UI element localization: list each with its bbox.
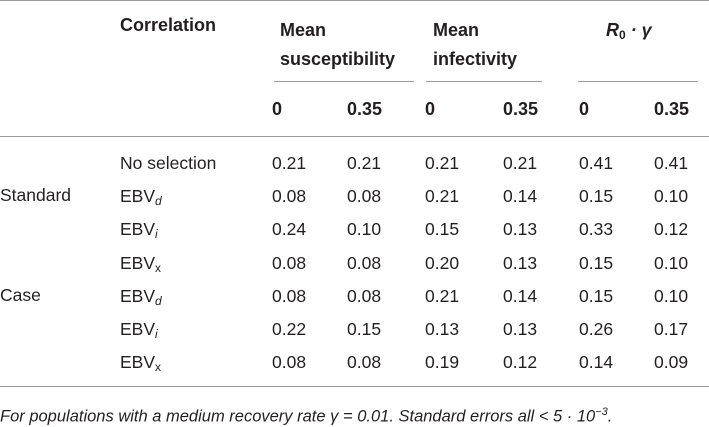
cell-infectivity-0: 0.21	[425, 186, 460, 206]
cell-r0-0: 0.33	[579, 219, 614, 239]
header-mean-infectivity-line2: infectivity	[433, 49, 518, 69]
rule-mean-susceptibility	[274, 81, 414, 82]
row-label-subscript: i	[155, 227, 158, 241]
cell-r0-035: 0.09	[654, 352, 689, 372]
cell-susceptibility-0: 0.08	[272, 253, 307, 273]
cell-r0-0: 0.15	[579, 253, 614, 273]
cell-r0-035: 0.10	[654, 186, 689, 206]
cell-r0-0: 0.15	[579, 286, 614, 306]
row-label-subscript: d	[155, 194, 162, 208]
rule-mean-infectivity	[426, 81, 542, 82]
header-r0-gamma: R0 · γ	[606, 19, 652, 41]
header-bottom-rule	[0, 136, 709, 137]
header-gamma: · γ	[625, 20, 652, 40]
group-label-standard: Standard	[0, 185, 72, 205]
cell-susceptibility-0: 0.08	[272, 352, 307, 372]
row-label: EBVi	[120, 218, 158, 240]
table-footnote: For populations with a medium recovery r…	[0, 402, 612, 427]
table-bottom-rule	[0, 386, 709, 387]
cell-infectivity-035: 0.13	[503, 219, 538, 239]
table-top-rule	[0, 0, 709, 1]
cell-r0-035: 0.10	[654, 286, 689, 306]
cell-susceptibility-0: 0.24	[272, 219, 307, 239]
cell-r0-035: 0.10	[654, 253, 689, 273]
footnote-end: .	[607, 407, 613, 426]
cell-infectivity-0: 0.13	[425, 319, 460, 339]
cell-infectivity-035: 0.12	[503, 352, 538, 372]
row-label-subscript: x	[155, 261, 162, 275]
cell-infectivity-035: 0.14	[503, 286, 538, 306]
cell-r0-0: 0.14	[579, 352, 614, 372]
footnote-text: For populations with a medium recovery r…	[0, 407, 596, 426]
cell-r0-035: 0.17	[654, 319, 689, 339]
cell-susceptibility-0: 0.22	[272, 319, 307, 339]
row-label-base: EBV	[120, 352, 156, 372]
subheader-infectivity-035: 0.35	[503, 99, 539, 119]
cell-susceptibility-035: 0.08	[347, 286, 382, 306]
header-mean-susceptibility-line1: Mean	[280, 20, 327, 40]
row-label: No selection	[120, 152, 216, 174]
cell-infectivity-0: 0.19	[425, 352, 460, 372]
subheader-susceptibility-0: 0	[272, 99, 283, 119]
row-label-subscript: d	[155, 294, 162, 308]
row-label-base: EBV	[120, 219, 156, 239]
cell-infectivity-0: 0.21	[425, 286, 460, 306]
cell-infectivity-0: 0.20	[425, 253, 460, 273]
cell-susceptibility-0: 0.08	[272, 286, 307, 306]
row-label: EBVx	[120, 351, 161, 373]
row-label-subscript: x	[155, 360, 162, 374]
cell-susceptibility-035: 0.08	[347, 253, 382, 273]
cell-susceptibility-035: 0.15	[347, 319, 382, 339]
cell-r0-0: 0.26	[579, 319, 614, 339]
row-label-base: EBV	[120, 286, 156, 306]
cell-r0-0: 0.41	[579, 153, 614, 173]
cell-r0-035: 0.12	[654, 219, 689, 239]
cell-susceptibility-035: 0.08	[347, 186, 382, 206]
row-label-subscript: i	[155, 327, 158, 341]
cell-infectivity-035: 0.21	[503, 153, 538, 173]
row-label: EBVd	[120, 185, 162, 207]
cell-infectivity-0: 0.21	[425, 153, 460, 173]
header-mean-infectivity-line1: Mean	[433, 20, 480, 40]
header-mean-susceptibility-line2: susceptibility	[280, 49, 396, 69]
row-label-base: EBV	[120, 319, 156, 339]
cell-infectivity-035: 0.14	[503, 186, 538, 206]
row-label-base: EBV	[120, 186, 156, 206]
row-label: EBVi	[120, 318, 158, 340]
row-label: EBVd	[120, 285, 162, 307]
row-label-base: EBV	[120, 253, 156, 273]
cell-susceptibility-035: 0.08	[347, 352, 382, 372]
cell-infectivity-035: 0.13	[503, 319, 538, 339]
footnote-exponent: −3	[595, 406, 608, 418]
cell-infectivity-035: 0.13	[503, 253, 538, 273]
subheader-infectivity-0: 0	[425, 99, 436, 119]
row-label: EBVx	[120, 252, 161, 274]
subheader-susceptibility-035: 0.35	[347, 99, 383, 119]
cell-infectivity-0: 0.15	[425, 219, 460, 239]
cell-r0-035: 0.41	[654, 153, 689, 173]
cell-susceptibility-0: 0.21	[272, 153, 307, 173]
row-label-base: No selection	[120, 153, 217, 173]
header-r0-letter: R	[606, 20, 619, 40]
cell-susceptibility-035: 0.10	[347, 219, 382, 239]
subheader-r0-035: 0.35	[654, 99, 690, 119]
rule-r0-gamma	[578, 81, 698, 82]
header-r0-subscript: 0	[619, 28, 626, 42]
subheader-r0-0: 0	[579, 99, 590, 119]
cell-r0-0: 0.15	[579, 186, 614, 206]
cell-susceptibility-035: 0.21	[347, 153, 382, 173]
header-correlation: Correlation	[120, 15, 217, 35]
group-label-case: Case	[0, 285, 41, 305]
cell-susceptibility-0: 0.08	[272, 186, 307, 206]
